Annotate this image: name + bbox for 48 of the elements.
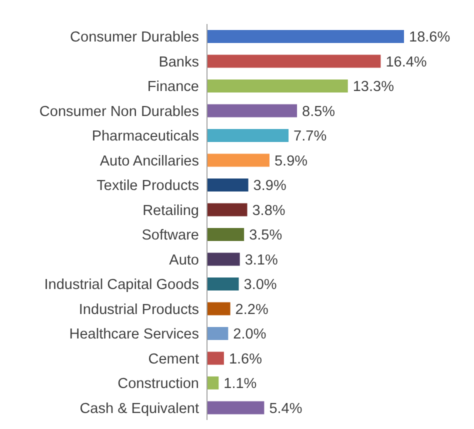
bar xyxy=(207,302,230,316)
y-tick-label: Consumer Non Durables xyxy=(39,104,199,120)
y-tick-label: Banks xyxy=(158,54,199,70)
bar xyxy=(207,352,224,365)
bar xyxy=(207,154,270,167)
data-label: 5.9% xyxy=(274,153,308,170)
bar xyxy=(207,203,248,216)
y-tick-label: Software xyxy=(142,228,199,244)
y-tick-label: Finance xyxy=(147,79,199,96)
y-tick-label: Auto Ancillaries xyxy=(100,153,199,170)
y-tick-label: Consumer Durables xyxy=(70,30,199,46)
bar xyxy=(207,178,248,192)
data-label: 1.6% xyxy=(228,351,262,368)
data-label: 7.7% xyxy=(294,128,327,145)
data-label: 8.5% xyxy=(302,104,336,120)
y-tick-label: Construction xyxy=(118,376,199,392)
data-label: 16.4% xyxy=(386,54,427,70)
data-label: 3.9% xyxy=(253,178,286,194)
data-label: 3.5% xyxy=(249,228,282,244)
y-tick-label: Auto xyxy=(169,252,199,268)
y-tick-label: Industrial Capital Goods xyxy=(44,277,199,294)
data-label: 3.8% xyxy=(252,202,286,219)
bar xyxy=(207,376,219,390)
bar xyxy=(207,228,244,241)
data-label: 2.2% xyxy=(235,302,268,318)
y-tick-label: Textile Products xyxy=(96,178,199,194)
data-label: 5.4% xyxy=(269,400,302,417)
bar xyxy=(207,277,239,290)
bar xyxy=(207,252,240,266)
y-tick-label: Industrial Products xyxy=(78,302,199,318)
y-tick-label: Retailing xyxy=(142,202,199,219)
data-label: 13.3% xyxy=(352,79,394,96)
y-tick-label: Healthcare Services xyxy=(69,326,199,343)
data-label: 1.1% xyxy=(224,376,257,392)
y-tick-label: Cash & Equivalent xyxy=(80,400,199,417)
bar xyxy=(207,30,404,43)
data-label: 3.0% xyxy=(244,277,277,294)
data-label: 2.0% xyxy=(233,326,266,343)
bar xyxy=(207,79,348,92)
data-label: 18.6% xyxy=(409,30,450,46)
bar xyxy=(207,326,228,340)
data-label: 3.1% xyxy=(244,252,278,268)
bar xyxy=(207,401,264,414)
y-tick-label: Pharmaceuticals xyxy=(92,128,199,145)
bar xyxy=(207,104,298,118)
bar xyxy=(207,54,381,68)
bar xyxy=(207,128,289,142)
y-tick-label: Cement xyxy=(148,351,199,368)
